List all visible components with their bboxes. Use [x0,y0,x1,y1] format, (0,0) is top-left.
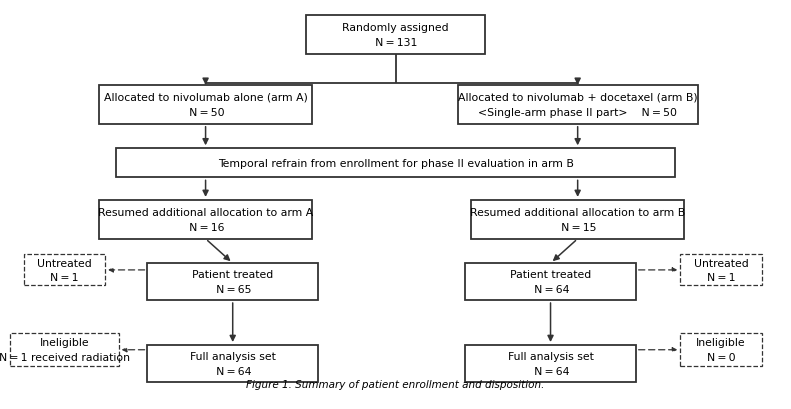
Text: Full analysis set
 N = 64: Full analysis set N = 64 [508,351,593,376]
FancyBboxPatch shape [471,200,684,239]
FancyBboxPatch shape [10,333,119,366]
Text: Resumed additional allocation to arm B
 N = 15: Resumed additional allocation to arm B N… [470,207,685,232]
FancyBboxPatch shape [457,86,698,125]
FancyBboxPatch shape [465,345,636,382]
Text: Allocated to nivolumab + docetaxel (arm B)
<Single-arm phase II part>    N = 50: Allocated to nivolumab + docetaxel (arm … [458,93,698,117]
Text: Temporal refrain from enrollment for phase II evaluation in arm B: Temporal refrain from enrollment for pha… [218,158,573,169]
FancyBboxPatch shape [147,345,318,382]
Text: Ineligible
N = 0: Ineligible N = 0 [696,337,746,362]
FancyBboxPatch shape [680,255,762,286]
FancyBboxPatch shape [147,263,318,300]
FancyBboxPatch shape [99,86,312,125]
FancyBboxPatch shape [306,16,485,55]
Text: Ineligible
N = 1 received radiation: Ineligible N = 1 received radiation [0,337,130,362]
Text: Patient treated
 N = 64: Patient treated N = 64 [510,270,591,294]
Text: Full analysis set
 N = 64: Full analysis set N = 64 [190,351,275,376]
Text: Patient treated
 N = 65: Patient treated N = 65 [192,270,274,294]
FancyBboxPatch shape [680,333,762,366]
Text: Figure 1. Summary of patient enrollment and disposition.: Figure 1. Summary of patient enrollment … [246,379,545,389]
FancyBboxPatch shape [116,149,675,178]
Text: Randomly assigned
 N = 131: Randomly assigned N = 131 [343,23,448,47]
Text: Untreated
N = 1: Untreated N = 1 [694,258,748,283]
FancyBboxPatch shape [24,255,105,286]
FancyBboxPatch shape [99,200,312,239]
Text: Resumed additional allocation to arm A
 N = 16: Resumed additional allocation to arm A N… [98,207,313,232]
Text: Allocated to nivolumab alone (arm A)
 N = 50: Allocated to nivolumab alone (arm A) N =… [104,93,308,117]
Text: Untreated
N = 1: Untreated N = 1 [37,258,92,283]
FancyBboxPatch shape [465,263,636,300]
